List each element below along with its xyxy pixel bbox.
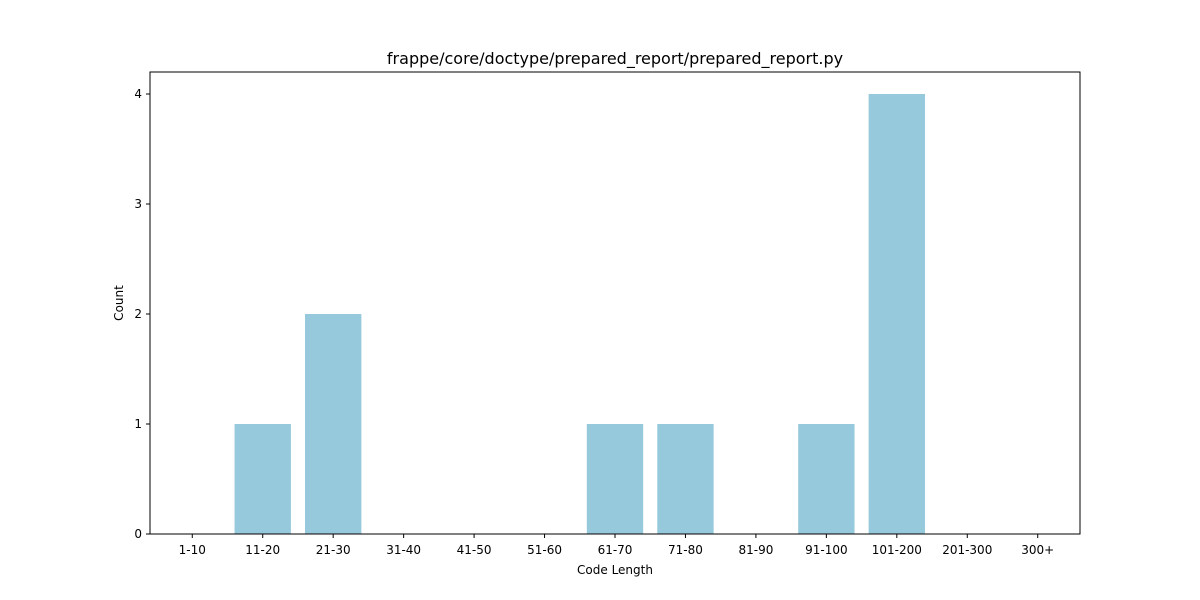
y-axis-label: Count — [112, 285, 126, 321]
x-axis-label: Code Length — [577, 563, 653, 577]
y-axis-ticks: 0 1 2 3 4 — [134, 87, 150, 541]
x-tick-label: 201-300 — [942, 543, 992, 557]
bar-61-70 — [586, 424, 644, 534]
x-tick-label: 91-100 — [805, 543, 848, 557]
x-tick-label: 11-20 — [245, 543, 280, 557]
x-tick-label: 81-90 — [738, 543, 773, 557]
y-tick-label: 2 — [134, 307, 142, 321]
y-tick-label: 4 — [134, 87, 142, 101]
x-tick-label: 21-30 — [316, 543, 351, 557]
x-tick-label: 1-10 — [179, 543, 206, 557]
y-tick-label: 0 — [134, 527, 142, 541]
x-tick-label: 51-60 — [527, 543, 562, 557]
bars-group — [234, 94, 925, 534]
x-tick-label: 31-40 — [386, 543, 421, 557]
bar-71-80 — [657, 424, 714, 534]
bar-21-30 — [305, 314, 362, 534]
x-tick-label: 101-200 — [872, 543, 922, 557]
x-tick-label: 71-80 — [668, 543, 703, 557]
x-tick-label: 41-50 — [457, 543, 492, 557]
y-tick-label: 3 — [134, 197, 142, 211]
x-axis-ticks: 1-10 11-20 21-30 31-40 41-50 51-60 61-70 71-80 8… — [179, 534, 1054, 557]
bar-101-200 — [868, 94, 925, 534]
bar-91-100 — [798, 424, 855, 534]
x-tick-label: 300+ — [1021, 543, 1054, 557]
y-tick-label: 1 — [134, 417, 142, 431]
bar-11-20 — [234, 424, 291, 534]
x-tick-label: 61-70 — [598, 543, 633, 557]
chart-title: frappe/core/doctype/prepared_report/prep… — [387, 49, 843, 69]
